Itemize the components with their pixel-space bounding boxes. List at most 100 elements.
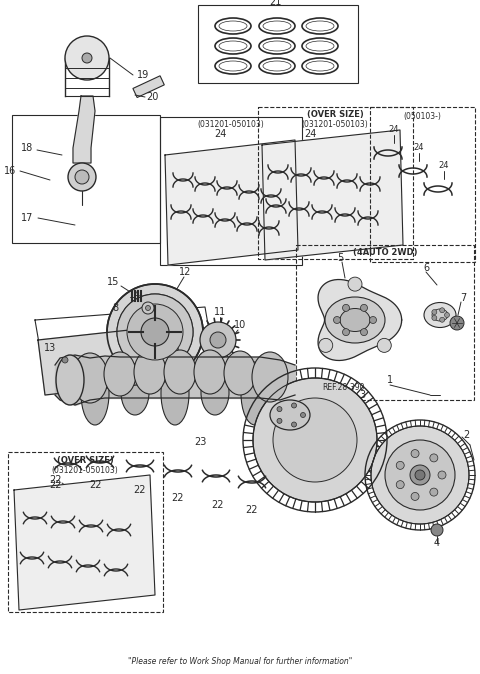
Bar	[296, 245, 474, 400]
Circle shape	[65, 36, 109, 80]
Text: 8: 8	[112, 303, 118, 313]
Ellipse shape	[241, 362, 269, 425]
Circle shape	[319, 338, 333, 353]
Bar	[370, 107, 475, 262]
Circle shape	[200, 322, 236, 358]
Circle shape	[410, 465, 430, 485]
Circle shape	[430, 488, 438, 496]
Ellipse shape	[340, 309, 370, 332]
Circle shape	[411, 450, 419, 458]
Circle shape	[438, 471, 446, 479]
Text: 24: 24	[214, 129, 226, 139]
Polygon shape	[38, 325, 182, 395]
Bar	[8, 452, 163, 612]
Circle shape	[432, 309, 437, 315]
Text: 7: 7	[460, 293, 466, 303]
Bar	[258, 107, 413, 259]
Circle shape	[396, 481, 404, 489]
Text: 15: 15	[107, 277, 119, 287]
Circle shape	[334, 317, 340, 324]
Text: 9: 9	[170, 340, 176, 350]
Text: 14: 14	[129, 290, 141, 300]
Text: 10: 10	[234, 320, 246, 330]
Text: 20: 20	[146, 92, 158, 102]
Circle shape	[450, 316, 464, 330]
Circle shape	[107, 284, 203, 380]
Ellipse shape	[325, 297, 385, 343]
Text: 22: 22	[172, 493, 184, 503]
Circle shape	[371, 426, 469, 524]
Circle shape	[360, 305, 368, 311]
Text: 22: 22	[49, 480, 61, 490]
Circle shape	[62, 357, 68, 363]
Circle shape	[431, 524, 443, 536]
Text: (OVER SIZE): (OVER SIZE)	[307, 111, 363, 119]
Text: 13: 13	[44, 343, 56, 353]
Text: 21: 21	[269, 0, 281, 7]
Circle shape	[68, 163, 96, 191]
Text: 22: 22	[89, 480, 101, 490]
Text: (031201-050103): (031201-050103)	[198, 119, 264, 129]
Circle shape	[377, 338, 391, 353]
Polygon shape	[262, 130, 403, 260]
Text: 3: 3	[359, 390, 365, 400]
Ellipse shape	[424, 303, 456, 328]
Polygon shape	[318, 280, 402, 361]
Circle shape	[415, 470, 425, 480]
Text: (4AUTO 2WD): (4AUTO 2WD)	[353, 249, 417, 257]
Circle shape	[291, 403, 297, 408]
Polygon shape	[14, 475, 155, 610]
Circle shape	[117, 294, 193, 370]
Ellipse shape	[164, 350, 196, 394]
Circle shape	[277, 406, 282, 412]
Text: 24: 24	[304, 129, 316, 139]
Circle shape	[440, 317, 444, 322]
Ellipse shape	[252, 352, 288, 402]
Circle shape	[343, 329, 349, 336]
Text: (031201-050103): (031201-050103)	[52, 466, 119, 474]
Polygon shape	[165, 140, 298, 265]
Text: (031201-050103): (031201-050103)	[301, 119, 368, 129]
Circle shape	[343, 305, 349, 311]
Text: 6: 6	[423, 263, 429, 273]
Circle shape	[141, 318, 169, 346]
Text: 22: 22	[49, 475, 61, 485]
Circle shape	[273, 398, 357, 482]
Circle shape	[370, 317, 376, 324]
Polygon shape	[73, 96, 95, 163]
Circle shape	[145, 305, 151, 311]
Text: 16: 16	[4, 166, 16, 176]
Text: 17: 17	[21, 213, 33, 223]
Circle shape	[432, 315, 437, 320]
Circle shape	[385, 440, 455, 510]
Text: 12: 12	[179, 267, 191, 277]
Circle shape	[396, 462, 404, 469]
Circle shape	[411, 493, 419, 500]
Bar	[133, 75, 164, 98]
Text: 22: 22	[246, 505, 258, 515]
Circle shape	[142, 302, 154, 314]
Ellipse shape	[134, 350, 166, 394]
Text: 5: 5	[337, 253, 343, 263]
Text: REF.28-390: REF.28-390	[322, 384, 364, 392]
Text: 11: 11	[214, 307, 226, 317]
Text: 23: 23	[194, 437, 206, 447]
Ellipse shape	[56, 355, 84, 405]
Ellipse shape	[224, 351, 256, 395]
Text: 24: 24	[439, 162, 449, 171]
Ellipse shape	[81, 362, 109, 425]
Circle shape	[430, 454, 438, 462]
Circle shape	[440, 308, 444, 313]
Text: 22: 22	[211, 500, 223, 510]
Ellipse shape	[161, 362, 189, 425]
Circle shape	[210, 332, 226, 348]
Circle shape	[360, 329, 368, 336]
Ellipse shape	[432, 309, 448, 321]
Circle shape	[348, 277, 362, 291]
Text: (OVER SIZE): (OVER SIZE)	[57, 456, 113, 466]
Ellipse shape	[121, 370, 149, 415]
Circle shape	[277, 419, 282, 423]
Circle shape	[300, 412, 305, 417]
Ellipse shape	[194, 350, 226, 394]
Text: 2: 2	[463, 430, 469, 440]
